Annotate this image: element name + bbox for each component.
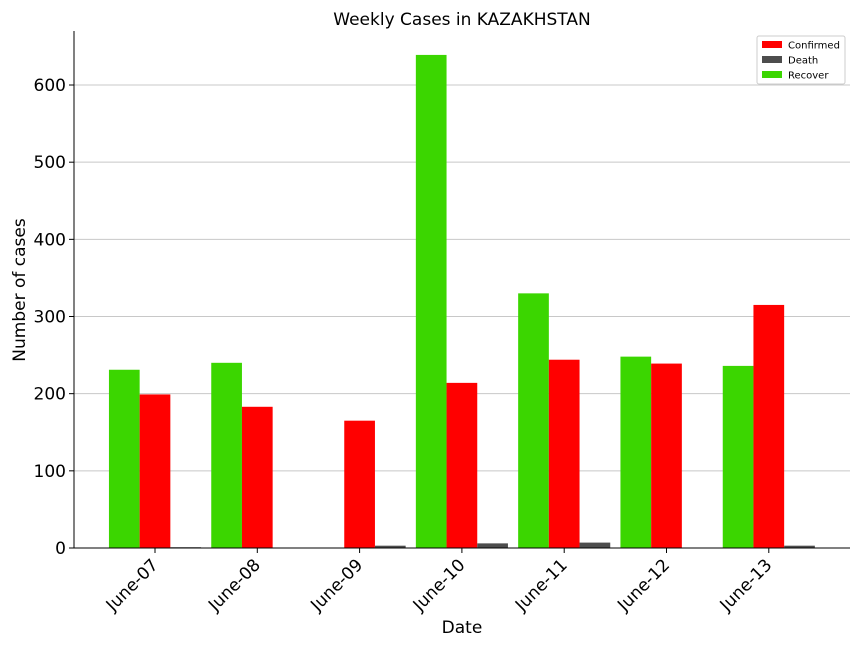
bar-death-june-09	[374, 545, 406, 548]
y-axis-label: Number of cases	[10, 218, 30, 362]
bar-recover-june-13	[722, 365, 754, 548]
x-tick-label: June-07	[102, 555, 163, 616]
x-tick-label: June-13	[716, 555, 777, 616]
y-tick-label: 400	[34, 230, 66, 250]
legend-swatch-confirmed	[762, 41, 782, 48]
bar-confirmed-june-09	[344, 420, 375, 548]
y-tick-label: 200	[34, 385, 66, 405]
x-tick-label: June-10	[409, 555, 470, 616]
bar-confirmed-june-08	[241, 406, 273, 548]
legend: Confirmed Death Recover	[756, 35, 846, 85]
legend-swatch-recover	[762, 71, 782, 78]
legend-swatch-death	[762, 56, 782, 63]
x-tick-label: June-08	[204, 555, 265, 616]
y-tick-label: 0	[55, 539, 66, 559]
bar-confirmed-june-10	[446, 382, 478, 548]
y-tick-label: 300	[34, 308, 66, 328]
bar-death-june-13	[784, 545, 815, 548]
x-axis-ticks: June-07 June-08 June-09 June-10 June-11 June-…	[102, 548, 776, 616]
bar-recover-june-10	[415, 54, 447, 548]
bar-recover-june-12	[620, 356, 652, 548]
y-axis-ticks: 0 100 200 300 400 500 600	[34, 76, 74, 559]
x-tick-label: June-11	[511, 555, 572, 616]
legend-label-death: Death	[788, 56, 818, 67]
bar-confirmed-june-07	[139, 394, 171, 548]
bar-confirmed-june-13	[753, 304, 785, 548]
y-tick-label: 500	[34, 153, 66, 173]
bars	[108, 54, 815, 548]
bar-recover-june-07	[108, 369, 140, 548]
bar-confirmed-june-12	[651, 363, 682, 548]
gridlines	[74, 84, 850, 472]
bar-recover-june-08	[211, 362, 242, 548]
legend-label-confirmed: Confirmed	[788, 41, 840, 52]
y-tick-label: 100	[34, 462, 66, 482]
bar-confirmed-june-11	[548, 359, 580, 548]
x-tick-label: June-12	[613, 555, 674, 616]
bar-recover-june-11	[518, 293, 549, 548]
x-tick-label: June-09	[306, 555, 367, 616]
bar-death-june-11	[579, 542, 611, 548]
y-tick-label: 600	[34, 76, 66, 96]
x-axis-label: Date	[442, 618, 483, 638]
bar-death-june-10	[477, 543, 508, 548]
legend-label-recover: Recover	[788, 71, 829, 82]
chart-title: Weekly Cases in KAZAKHSTAN	[333, 10, 590, 30]
